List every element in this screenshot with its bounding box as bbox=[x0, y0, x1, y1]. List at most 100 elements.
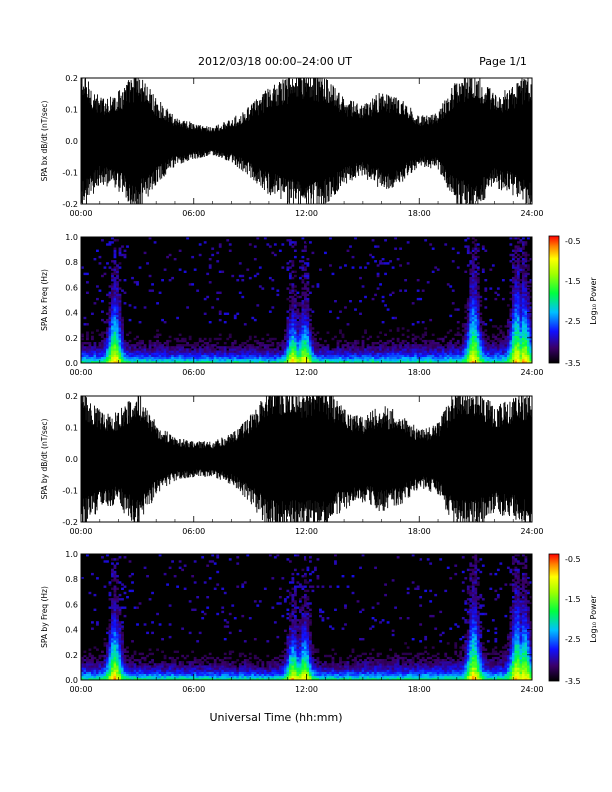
spectrogram-cell bbox=[286, 323, 290, 326]
spectrogram-cell bbox=[243, 659, 247, 662]
spectrogram-cell bbox=[231, 661, 235, 664]
spectrogram-cell bbox=[241, 661, 245, 664]
spectrogram-cell bbox=[329, 625, 332, 628]
spectrogram-cell bbox=[111, 285, 114, 288]
spectrogram-cell bbox=[469, 293, 473, 297]
spectrogram-cell bbox=[118, 279, 122, 282]
spectrogram-cell bbox=[359, 350, 362, 353]
spectrogram-cell bbox=[291, 352, 295, 355]
spectrogram-cell bbox=[514, 323, 518, 326]
spectrogram-cell bbox=[301, 346, 305, 349]
spectrogram-cell bbox=[158, 663, 162, 666]
spectrogram-cell bbox=[526, 272, 530, 276]
spectrogram-cell bbox=[293, 344, 297, 347]
spectrogram-cell bbox=[406, 329, 410, 332]
spectrogram-cell bbox=[369, 350, 372, 353]
spectrogram-cell bbox=[283, 656, 287, 660]
spectrogram-cell bbox=[116, 346, 119, 349]
spectrogram-cell bbox=[296, 671, 300, 674]
spectrogram-cell bbox=[148, 346, 152, 349]
spectrogram-cell bbox=[519, 329, 523, 332]
spectrogram-cell bbox=[161, 661, 164, 664]
spectrogram-cell bbox=[173, 352, 177, 355]
spectrogram-cell bbox=[293, 554, 297, 557]
spectrogram-cell bbox=[379, 350, 382, 353]
spectrogram-cell bbox=[113, 255, 117, 259]
spectrogram-cell bbox=[319, 669, 322, 672]
spectrogram-cell bbox=[298, 669, 302, 672]
spectrogram-cell bbox=[216, 554, 220, 557]
spectrogram-cell bbox=[291, 650, 295, 653]
spectrogram-cell bbox=[253, 274, 257, 278]
spectrogram-cell bbox=[298, 633, 302, 637]
spectrogram-cell bbox=[81, 346, 84, 349]
spectrogram-cell bbox=[416, 352, 420, 355]
spectrogram-cell bbox=[276, 677, 280, 681]
spectrogram-cell bbox=[529, 285, 533, 288]
spectrogram-cell bbox=[108, 333, 112, 336]
spectrogram-cell bbox=[509, 310, 513, 313]
spectrogram-cell bbox=[334, 300, 337, 303]
spectrogram-cell bbox=[148, 274, 152, 278]
spectrogram-cell bbox=[283, 337, 287, 341]
spectrogram-cell bbox=[514, 327, 518, 330]
spectrogram-cell bbox=[519, 308, 523, 311]
spectrogram-cell bbox=[321, 671, 325, 674]
spectrogram-cell bbox=[296, 346, 300, 349]
spectrogram-cell bbox=[98, 356, 102, 360]
spectrogram-cell bbox=[176, 360, 180, 364]
spectrogram-cell bbox=[481, 270, 485, 273]
spectrogram-cell bbox=[226, 239, 230, 242]
spectrogram-cell bbox=[396, 354, 400, 357]
spectrogram-cell bbox=[524, 306, 528, 309]
spectrogram-cell bbox=[296, 302, 300, 305]
spectrogram-cell bbox=[96, 356, 99, 360]
spectrogram-cell bbox=[206, 356, 210, 360]
spectrogram-cell bbox=[198, 663, 202, 666]
spectrogram-cell bbox=[303, 619, 307, 622]
spectrogram-cell bbox=[369, 360, 372, 364]
spectrogram-cell bbox=[113, 302, 117, 305]
spectrogram-cell bbox=[521, 243, 525, 246]
spectrogram-cell bbox=[123, 677, 127, 681]
spectrogram-cell bbox=[206, 661, 210, 664]
spectrogram-cell bbox=[283, 673, 287, 677]
spectrogram-cell bbox=[81, 344, 84, 347]
spectrogram-cell bbox=[309, 635, 312, 639]
spectrogram-cell bbox=[316, 663, 320, 666]
spectrogram-cell bbox=[111, 621, 114, 624]
spectrogram-cell bbox=[176, 650, 180, 653]
spectrogram-cell bbox=[416, 321, 420, 324]
spectrogram-cell bbox=[288, 325, 292, 328]
spectrogram-cell bbox=[309, 642, 312, 645]
spectrogram-cell bbox=[111, 314, 114, 318]
spectrogram-cell bbox=[399, 344, 403, 347]
spectrogram-cell bbox=[521, 358, 525, 362]
spectrogram-cell bbox=[359, 346, 362, 349]
spectrogram-cell bbox=[298, 675, 302, 679]
spectrogram-cell bbox=[116, 667, 119, 670]
spectrogram-cell bbox=[519, 283, 523, 286]
spectrogram-cell bbox=[516, 285, 520, 288]
spectrogram-cell bbox=[158, 346, 162, 349]
spectrogram-cell bbox=[108, 625, 112, 628]
spectrogram-cell bbox=[424, 350, 428, 353]
spectrogram-cell bbox=[246, 268, 250, 271]
spectrogram-cell bbox=[521, 333, 525, 336]
spectrogram-cell bbox=[326, 360, 330, 364]
spectrogram-cell bbox=[221, 354, 225, 357]
spectrogram-cell bbox=[516, 312, 520, 315]
spectrogram-cell bbox=[266, 354, 270, 357]
spectrogram-cell bbox=[226, 671, 230, 674]
spectrogram-cell bbox=[474, 255, 478, 259]
spectrogram-cell bbox=[331, 354, 335, 357]
spectrogram-cell bbox=[416, 289, 420, 292]
spectrogram-cell bbox=[218, 348, 222, 351]
spectrogram-cell bbox=[236, 585, 240, 588]
spectrogram-cell bbox=[211, 656, 215, 660]
spectrogram-cell bbox=[301, 652, 305, 656]
spectrogram-cell bbox=[141, 360, 144, 364]
spectrogram-cell bbox=[161, 344, 164, 347]
spectrogram-cell bbox=[121, 635, 124, 639]
spectrogram-cell bbox=[128, 589, 132, 593]
